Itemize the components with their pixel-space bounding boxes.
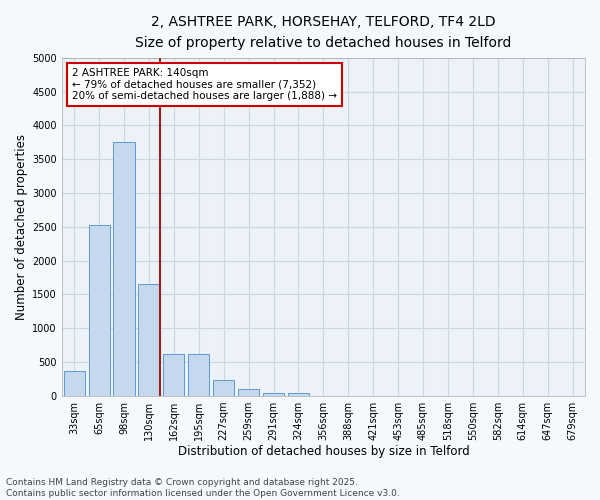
Bar — [188, 354, 209, 396]
Bar — [113, 142, 134, 396]
Bar — [89, 226, 110, 396]
Bar — [139, 284, 160, 396]
Bar — [163, 354, 184, 396]
Y-axis label: Number of detached properties: Number of detached properties — [15, 134, 28, 320]
Text: Contains HM Land Registry data © Crown copyright and database right 2025.
Contai: Contains HM Land Registry data © Crown c… — [6, 478, 400, 498]
Text: 2 ASHTREE PARK: 140sqm
← 79% of detached houses are smaller (7,352)
20% of semi-: 2 ASHTREE PARK: 140sqm ← 79% of detached… — [72, 68, 337, 101]
Bar — [64, 371, 85, 396]
Title: 2, ASHTREE PARK, HORSEHAY, TELFORD, TF4 2LD
Size of property relative to detache: 2, ASHTREE PARK, HORSEHAY, TELFORD, TF4 … — [135, 15, 512, 50]
Bar — [238, 389, 259, 396]
Bar — [288, 392, 309, 396]
Bar — [263, 392, 284, 396]
X-axis label: Distribution of detached houses by size in Telford: Distribution of detached houses by size … — [178, 444, 469, 458]
Bar — [213, 380, 235, 396]
